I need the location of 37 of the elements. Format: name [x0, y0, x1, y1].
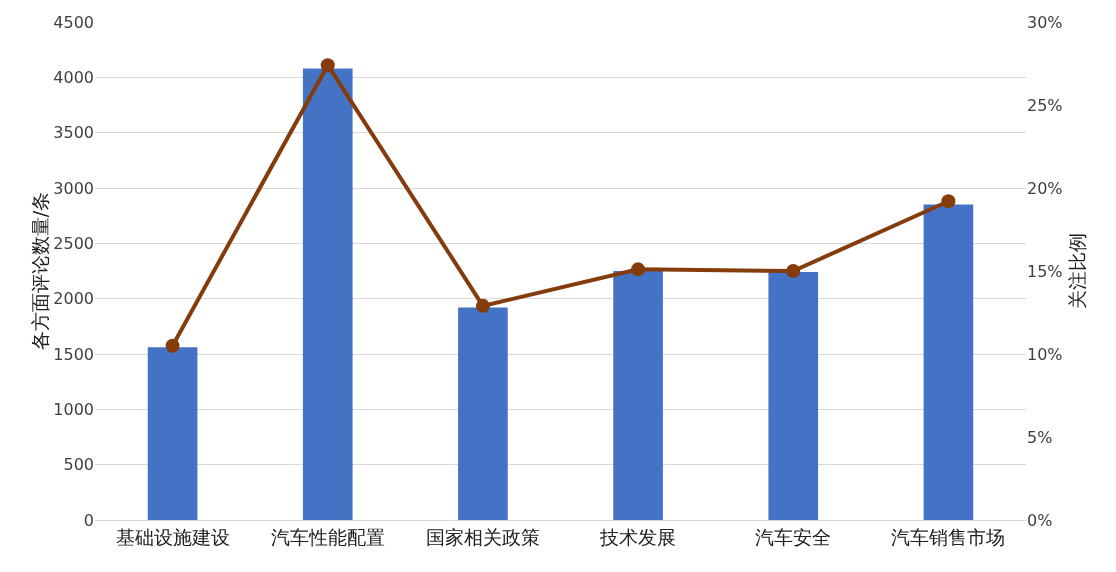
point: [165, 338, 180, 353]
y-tick-label: 2000: [53, 289, 94, 309]
y-tick-label: 500: [63, 455, 94, 475]
y2-tick-label: 15%: [1027, 261, 1063, 281]
point: [475, 298, 490, 313]
bar: [458, 307, 508, 520]
x-tick-label: 汽车性能配置: [270, 525, 385, 548]
x-tick-label: 汽车销售市场: [891, 525, 1006, 548]
y2-axis-title: 关注比例: [1065, 233, 1088, 309]
y-tick-label: 3500: [53, 123, 94, 143]
y2-tick-label: 25%: [1027, 95, 1063, 115]
y2-tick-label: 20%: [1027, 178, 1063, 198]
point: [786, 264, 801, 278]
y-axis-title: 各方面评论数量/条: [29, 191, 51, 351]
y2-tick-label: 0%: [1027, 510, 1053, 530]
bar: [613, 271, 663, 520]
x-tick-label: 技术发展: [599, 525, 677, 548]
y-tick-label: 4000: [53, 67, 94, 87]
bar: [147, 347, 198, 520]
point: [941, 194, 956, 209]
point: [320, 58, 335, 73]
x-tick-label: 基础设施建设: [115, 525, 230, 548]
point: [631, 262, 646, 277]
y-tick-label: 3000: [53, 178, 94, 198]
y-tick-label: 1000: [53, 399, 94, 419]
y2-tick-label: 10%: [1027, 344, 1063, 364]
x-tick-label: 国家相关政策: [425, 525, 540, 548]
y-tick-label: 0: [83, 510, 94, 530]
y2-tick-label: 5%: [1027, 427, 1053, 447]
bar: [768, 272, 819, 520]
bar: [302, 68, 353, 520]
y-tick-label: 2500: [53, 233, 94, 253]
bar: [923, 204, 974, 520]
y-tick-label: 1500: [53, 344, 94, 364]
x-tick-label: 汽车安全: [755, 525, 832, 548]
y2-tick-label: 30%: [1027, 12, 1063, 32]
y-tick-label: 4500: [53, 12, 94, 32]
